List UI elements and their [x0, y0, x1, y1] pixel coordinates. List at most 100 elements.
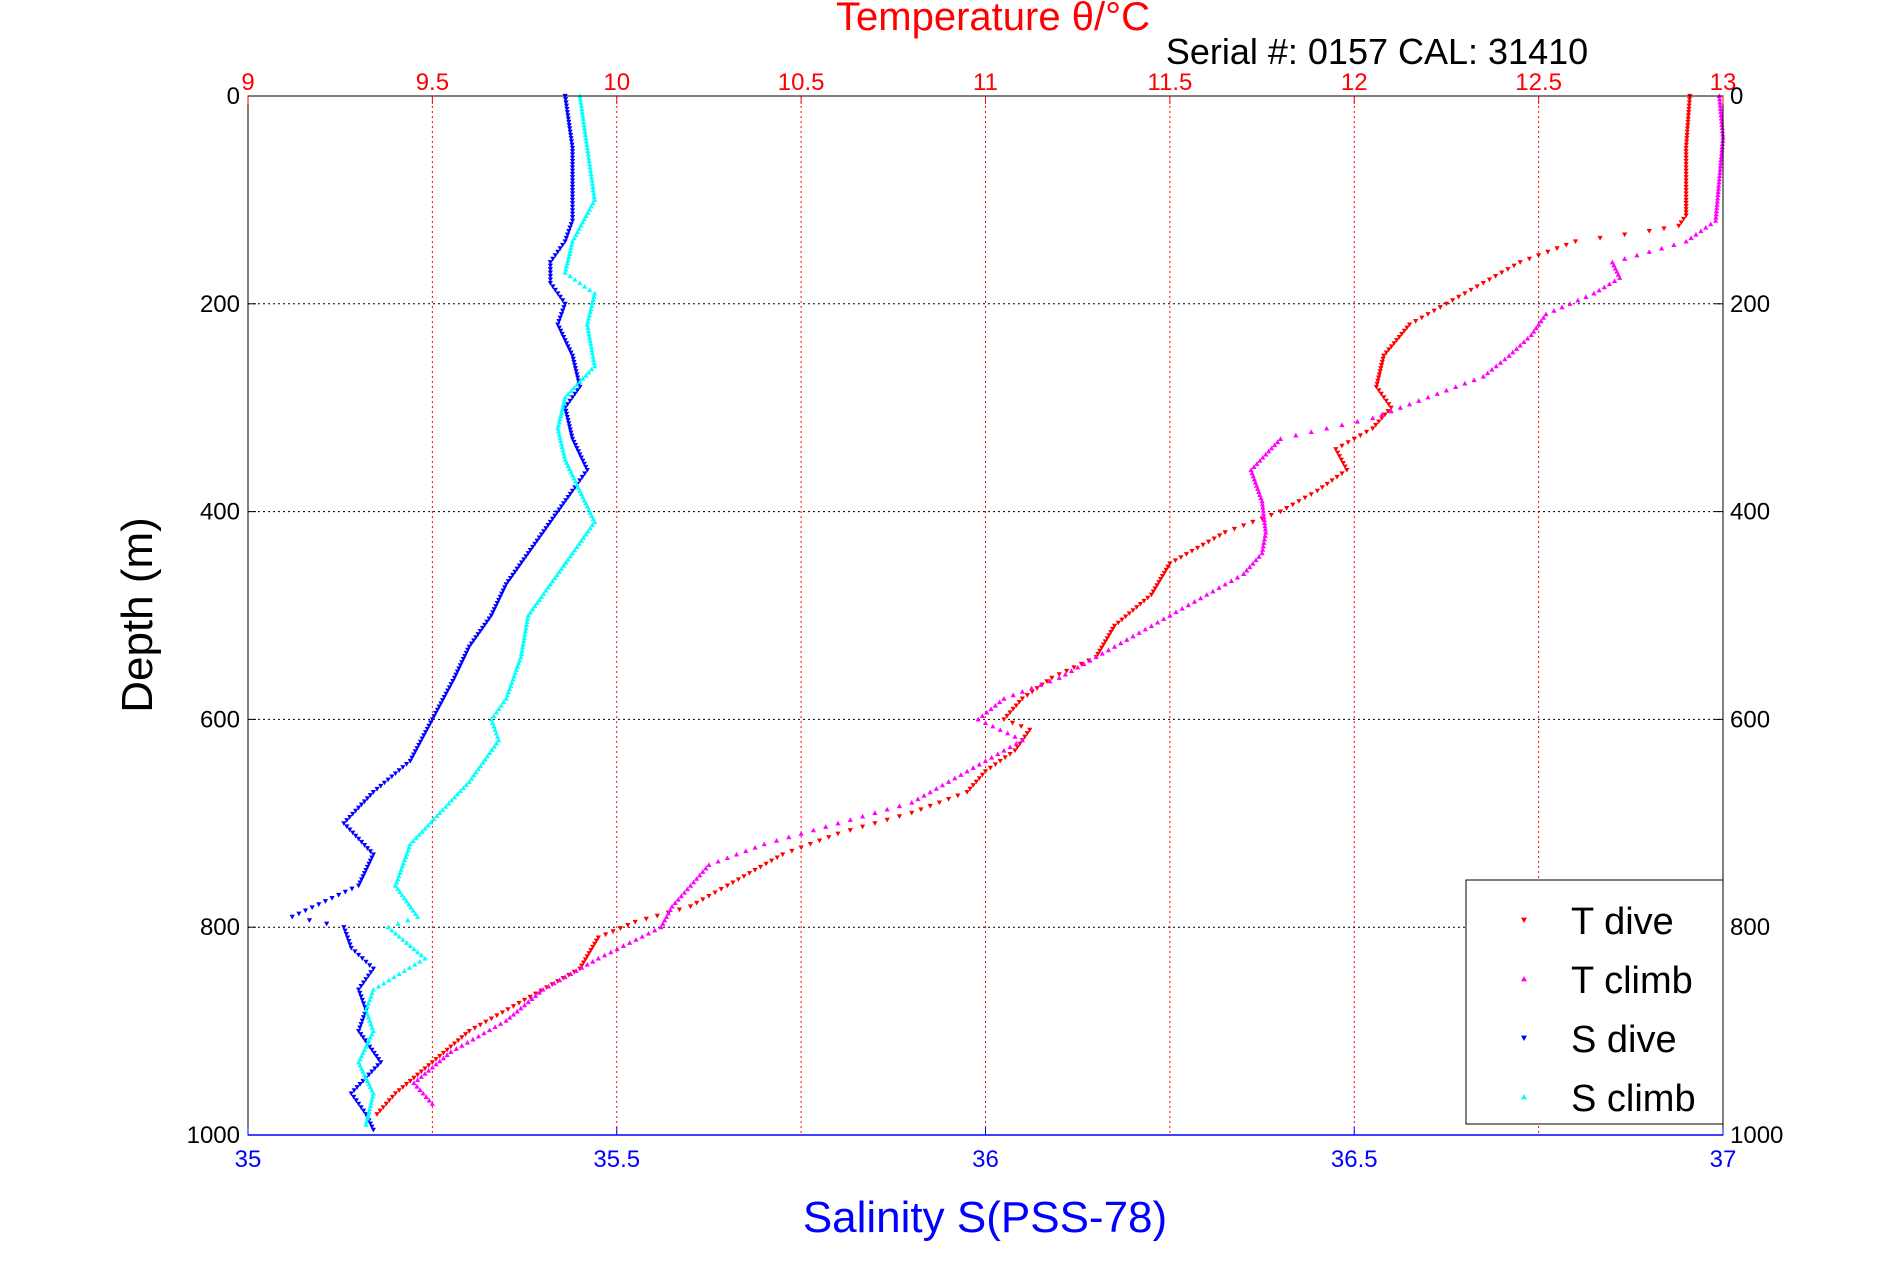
data-point — [681, 889, 687, 895]
data-point — [575, 375, 581, 381]
data-point — [1319, 485, 1325, 490]
data-point — [610, 929, 616, 934]
data-point — [524, 619, 530, 624]
data-point — [1683, 178, 1689, 184]
data-point — [1683, 152, 1689, 158]
data-point — [578, 103, 584, 108]
data-point — [1385, 409, 1391, 414]
data-point — [510, 1004, 517, 1009]
data-point — [1684, 126, 1691, 132]
data-point — [555, 425, 561, 431]
data-point — [872, 810, 878, 815]
data-point — [403, 940, 410, 945]
data-point — [1339, 471, 1345, 477]
data-point — [1241, 523, 1247, 529]
data-point — [633, 937, 639, 942]
data-point — [549, 578, 556, 584]
data-point — [396, 1088, 402, 1093]
data-point — [389, 927, 395, 933]
data-point — [593, 938, 600, 944]
data-point — [684, 886, 691, 892]
data-point — [577, 452, 583, 458]
data-point — [472, 1025, 478, 1031]
data-point — [1308, 492, 1314, 497]
data-point — [603, 932, 609, 938]
data-point — [347, 942, 353, 948]
data-point — [564, 260, 570, 266]
depth-tick-label-right: 400 — [1730, 499, 1770, 526]
data-point — [703, 865, 709, 871]
data-point — [1378, 391, 1384, 397]
data-point — [525, 999, 531, 1005]
data-point — [566, 254, 572, 260]
data-point — [1379, 359, 1385, 365]
data-point — [1717, 166, 1723, 172]
data-point — [663, 914, 670, 919]
data-point — [1012, 748, 1018, 754]
data-point — [569, 433, 575, 439]
data-point — [730, 880, 736, 886]
data-point — [1678, 220, 1684, 226]
data-point — [401, 968, 407, 973]
data-point — [1715, 186, 1722, 191]
data-point — [1394, 338, 1400, 343]
data-point — [569, 181, 576, 187]
data-point — [351, 1088, 357, 1093]
data-point — [582, 132, 589, 138]
data-point — [1296, 499, 1302, 504]
data-point — [407, 758, 413, 764]
data-point — [1205, 539, 1212, 545]
data-point — [1159, 573, 1166, 579]
data-point — [1342, 464, 1348, 470]
data-point — [471, 638, 477, 644]
data-point — [1596, 287, 1602, 293]
data-point — [580, 458, 586, 464]
data-point — [1260, 547, 1266, 552]
data-point — [407, 943, 413, 948]
data-point — [569, 149, 576, 154]
data-point — [373, 1053, 379, 1059]
data-point — [591, 293, 597, 299]
data-point — [453, 1046, 459, 1051]
data-point — [516, 1000, 522, 1006]
data-point — [1142, 626, 1148, 632]
data-point — [424, 726, 430, 732]
data-point — [1413, 319, 1419, 324]
data-point — [579, 474, 585, 480]
data-point — [571, 359, 577, 365]
data-point — [349, 886, 355, 892]
data-point — [453, 672, 459, 678]
data-point — [409, 755, 415, 761]
data-point — [884, 806, 890, 812]
salinity-tick-label: 35 — [235, 1146, 262, 1173]
data-point — [363, 1007, 369, 1013]
data-point — [1161, 616, 1167, 622]
data-point — [558, 441, 565, 447]
data-point — [365, 1000, 372, 1006]
data-point — [574, 544, 580, 550]
data-point — [1683, 194, 1689, 200]
data-point — [360, 1001, 367, 1006]
data-point — [979, 713, 986, 719]
salinity-tick-label: 37 — [1710, 1146, 1737, 1173]
data-point — [392, 883, 399, 888]
data-point — [586, 951, 592, 956]
data-point — [1376, 388, 1382, 393]
data-point — [569, 218, 576, 224]
data-point — [1499, 270, 1505, 276]
data-point — [601, 952, 608, 958]
data-point — [433, 1057, 439, 1062]
data-point — [590, 200, 596, 206]
data-point — [1383, 398, 1389, 404]
data-point — [477, 1022, 483, 1028]
data-point — [1123, 614, 1129, 620]
data-point — [481, 1030, 487, 1036]
data-point — [416, 742, 422, 748]
data-point — [718, 887, 724, 892]
data-point — [1719, 141, 1726, 147]
data-point — [1683, 165, 1689, 171]
data-point — [569, 194, 576, 200]
data-point — [1370, 426, 1376, 432]
data-point — [1274, 439, 1281, 445]
data-point — [360, 1078, 366, 1084]
